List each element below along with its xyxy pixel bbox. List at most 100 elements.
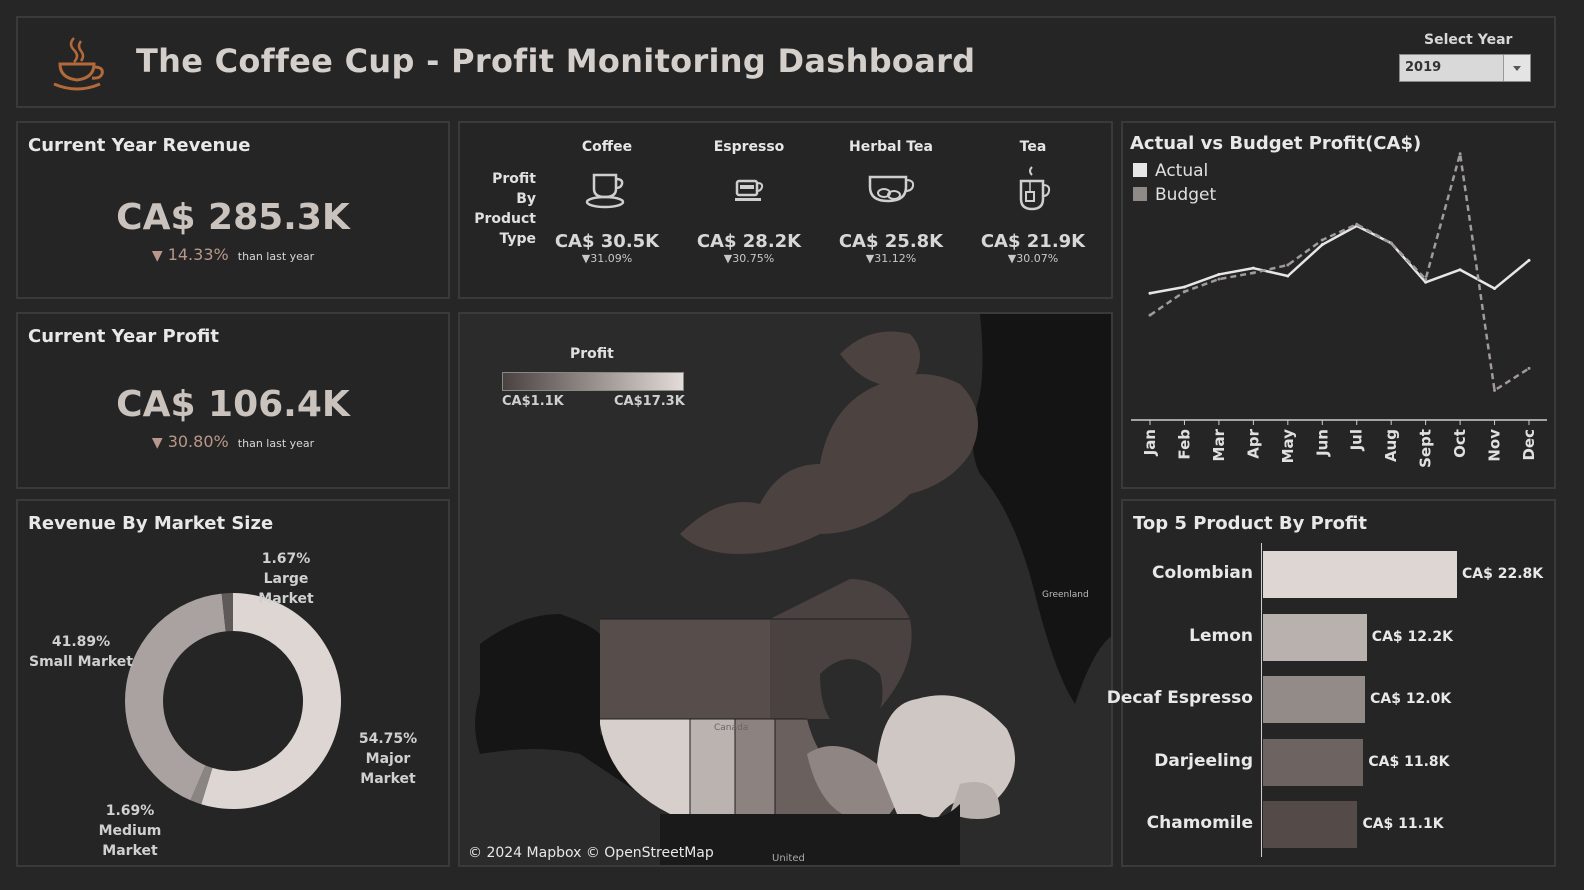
donut-slice-medium-market[interactable] xyxy=(190,765,213,805)
x-tick-label: Dec xyxy=(1520,429,1538,461)
map-legend-gradient xyxy=(502,372,684,391)
data-point-budget[interactable] xyxy=(1458,152,1462,156)
data-point-budget[interactable] xyxy=(1355,222,1359,226)
data-point-budget[interactable] xyxy=(1389,241,1393,245)
line-chart: Jan Feb Mar Apr May Jun Jul Aug Sept Oct Nov Dec xyxy=(1131,152,1547,468)
revenue-title: Current Year Revenue xyxy=(28,135,251,156)
actual-vs-budget-card: Actual vs Budget Profit(CA$) Actual Budg… xyxy=(1121,121,1556,489)
map-label-united: United xyxy=(772,853,805,864)
bar-chamomile[interactable] xyxy=(1263,801,1358,848)
x-tick-label: Aug xyxy=(1382,429,1400,462)
data-point-budget[interactable] xyxy=(1182,290,1186,294)
map-legend-min: CA$1.1K xyxy=(502,394,564,409)
donut-slice-large-market[interactable] xyxy=(221,593,233,632)
data-point-budget[interactable] xyxy=(1286,263,1290,267)
revenue-change-pct: 14.33% xyxy=(167,245,229,264)
bar-lemon[interactable] xyxy=(1263,613,1367,661)
coffee-logo-icon xyxy=(53,37,104,91)
map-legend-title: Profit xyxy=(570,346,614,362)
donut-label-major-market: 54.75% Major Market xyxy=(358,731,418,787)
tea-icon xyxy=(1019,166,1051,211)
donut-slice-major-market[interactable] xyxy=(201,593,342,809)
year-select-value: 2019 xyxy=(1405,60,1442,75)
profit-by-product-card: Profit By Product Type Coffee CA$ 30.5K ▼3… xyxy=(458,121,1113,299)
legend-swatch-budget xyxy=(1133,187,1147,201)
data-point-budget[interactable] xyxy=(1527,366,1531,370)
product-tea[interactable]: Tea CA$ 21.9K ▼30.07% xyxy=(980,139,1086,265)
bar-axis xyxy=(1261,543,1262,857)
down-arrow-icon: ▼ xyxy=(151,248,163,264)
data-point-actual[interactable] xyxy=(1148,291,1152,295)
x-tick-label: Nov xyxy=(1486,429,1504,462)
data-point-actual[interactable] xyxy=(1424,280,1428,284)
line-chart-title: Actual vs Budget Profit(CA$) xyxy=(1130,133,1422,154)
x-tick-label: Jan xyxy=(1141,429,1159,456)
map-label-greenland: Greenland xyxy=(1042,590,1089,600)
bar-label: Decaf Espresso xyxy=(1106,688,1253,708)
data-point-actual[interactable] xyxy=(1182,285,1186,289)
bar-colombian[interactable] xyxy=(1263,551,1457,598)
bar-value-label: CA$ 12.0K xyxy=(1370,691,1452,707)
data-point-actual[interactable] xyxy=(1527,258,1531,262)
year-select-label: Select Year xyxy=(1424,32,1513,48)
bar-label: Darjeeling xyxy=(1154,750,1253,771)
data-point-actual[interactable] xyxy=(1217,272,1221,276)
profit-kpi-card: Current Year Profit CA$ 106.4K ▼ 30.80% … xyxy=(16,312,450,489)
data-point-actual[interactable] xyxy=(1320,243,1324,247)
map-canvas[interactable] xyxy=(460,314,1113,867)
revenue-change-suffix: than last year xyxy=(237,250,315,263)
x-tick-label: Oct xyxy=(1451,429,1469,458)
donut-label-large-market: 1.67% Large Market xyxy=(258,551,314,607)
bar-label: Chamomile xyxy=(1146,813,1253,833)
x-tick-label: Jun xyxy=(1313,429,1331,457)
legend-budget[interactable]: Budget xyxy=(1133,185,1216,205)
series-line-actual[interactable] xyxy=(1149,224,1530,295)
market-size-card: Revenue By Market Size 1.67% Large Market… xyxy=(16,499,450,867)
bar-value-label: CA$ 22.8K xyxy=(1462,566,1544,582)
data-point-budget[interactable] xyxy=(1217,277,1221,281)
page-title: The Coffee Cup - Profit Monitoring Dashb… xyxy=(136,42,976,80)
data-point-budget[interactable] xyxy=(1493,388,1497,392)
x-tick-label: Apr xyxy=(1244,428,1262,458)
x-tick-label: Jul xyxy=(1348,429,1366,451)
data-point-actual[interactable] xyxy=(1458,268,1462,272)
data-point-actual[interactable] xyxy=(1493,287,1497,291)
bar-label: Lemon xyxy=(1189,625,1253,646)
donut-slice-small-market[interactable] xyxy=(125,593,226,801)
data-point-budget[interactable] xyxy=(1148,313,1152,317)
map-copyright[interactable]: © 2024 Mapbox © OpenStreetMap xyxy=(468,845,714,861)
map-legend-max: CA$17.3K xyxy=(614,394,685,409)
down-arrow-icon: ▼ xyxy=(151,435,163,451)
map-label-canada: Canada xyxy=(714,723,749,733)
legend-actual[interactable]: Actual xyxy=(1133,161,1208,181)
x-tick-label: May xyxy=(1279,429,1297,464)
data-point-budget[interactable] xyxy=(1424,277,1428,281)
series-line-budget[interactable] xyxy=(1149,152,1530,392)
top5-title: Top 5 Product By Profit xyxy=(1133,513,1367,534)
bar-darjeeling[interactable] xyxy=(1263,738,1364,786)
revenue-value: CA$ 285.3K xyxy=(116,197,350,238)
chevron-down-icon[interactable] xyxy=(1503,55,1530,81)
donut-label-small-market: 41.89% Small Market xyxy=(29,634,133,670)
data-point-actual[interactable] xyxy=(1286,274,1290,278)
data-point-budget[interactable] xyxy=(1320,238,1324,242)
bar-decaf-espresso[interactable] xyxy=(1263,676,1366,723)
product-espresso[interactable]: Espresso CA$ 28.2K ▼30.75% xyxy=(696,139,802,265)
bar-value-label: CA$ 11.8K xyxy=(1368,753,1450,770)
x-tick-label: Mar xyxy=(1210,428,1228,461)
product-coffee[interactable]: Coffee CA$ 30.5K ▼31.09% xyxy=(554,139,660,265)
data-point-budget[interactable] xyxy=(1251,271,1255,275)
market-donut-chart xyxy=(125,593,342,809)
top5-bar-chart: Colombian CA$ 22.8K Lemon CA$ 12.2K Decaf Es… xyxy=(1107,501,1554,865)
bar-value-label: CA$ 12.2K xyxy=(1371,628,1453,645)
profit-title: Current Year Profit xyxy=(28,326,219,347)
profit-map[interactable]: Profit CA$1.1K CA$17.3K Greenland Canada… xyxy=(458,312,1113,867)
revenue-kpi-card: Current Year Revenue CA$ 285.3K ▼ 14.33%… xyxy=(16,121,450,299)
profit-change: ▼ 30.80% than last year xyxy=(18,432,448,451)
bar-label: Colombian xyxy=(1152,563,1253,583)
year-select[interactable]: 2019 xyxy=(1399,54,1531,82)
coffee-cup-icon xyxy=(585,173,625,209)
product-herbal-tea[interactable]: Herbal Tea CA$ 25.8K ▼31.12% xyxy=(838,139,944,265)
data-point-actual[interactable] xyxy=(1251,266,1255,270)
profit-by-product-label: Profit By Product Type xyxy=(474,171,536,247)
